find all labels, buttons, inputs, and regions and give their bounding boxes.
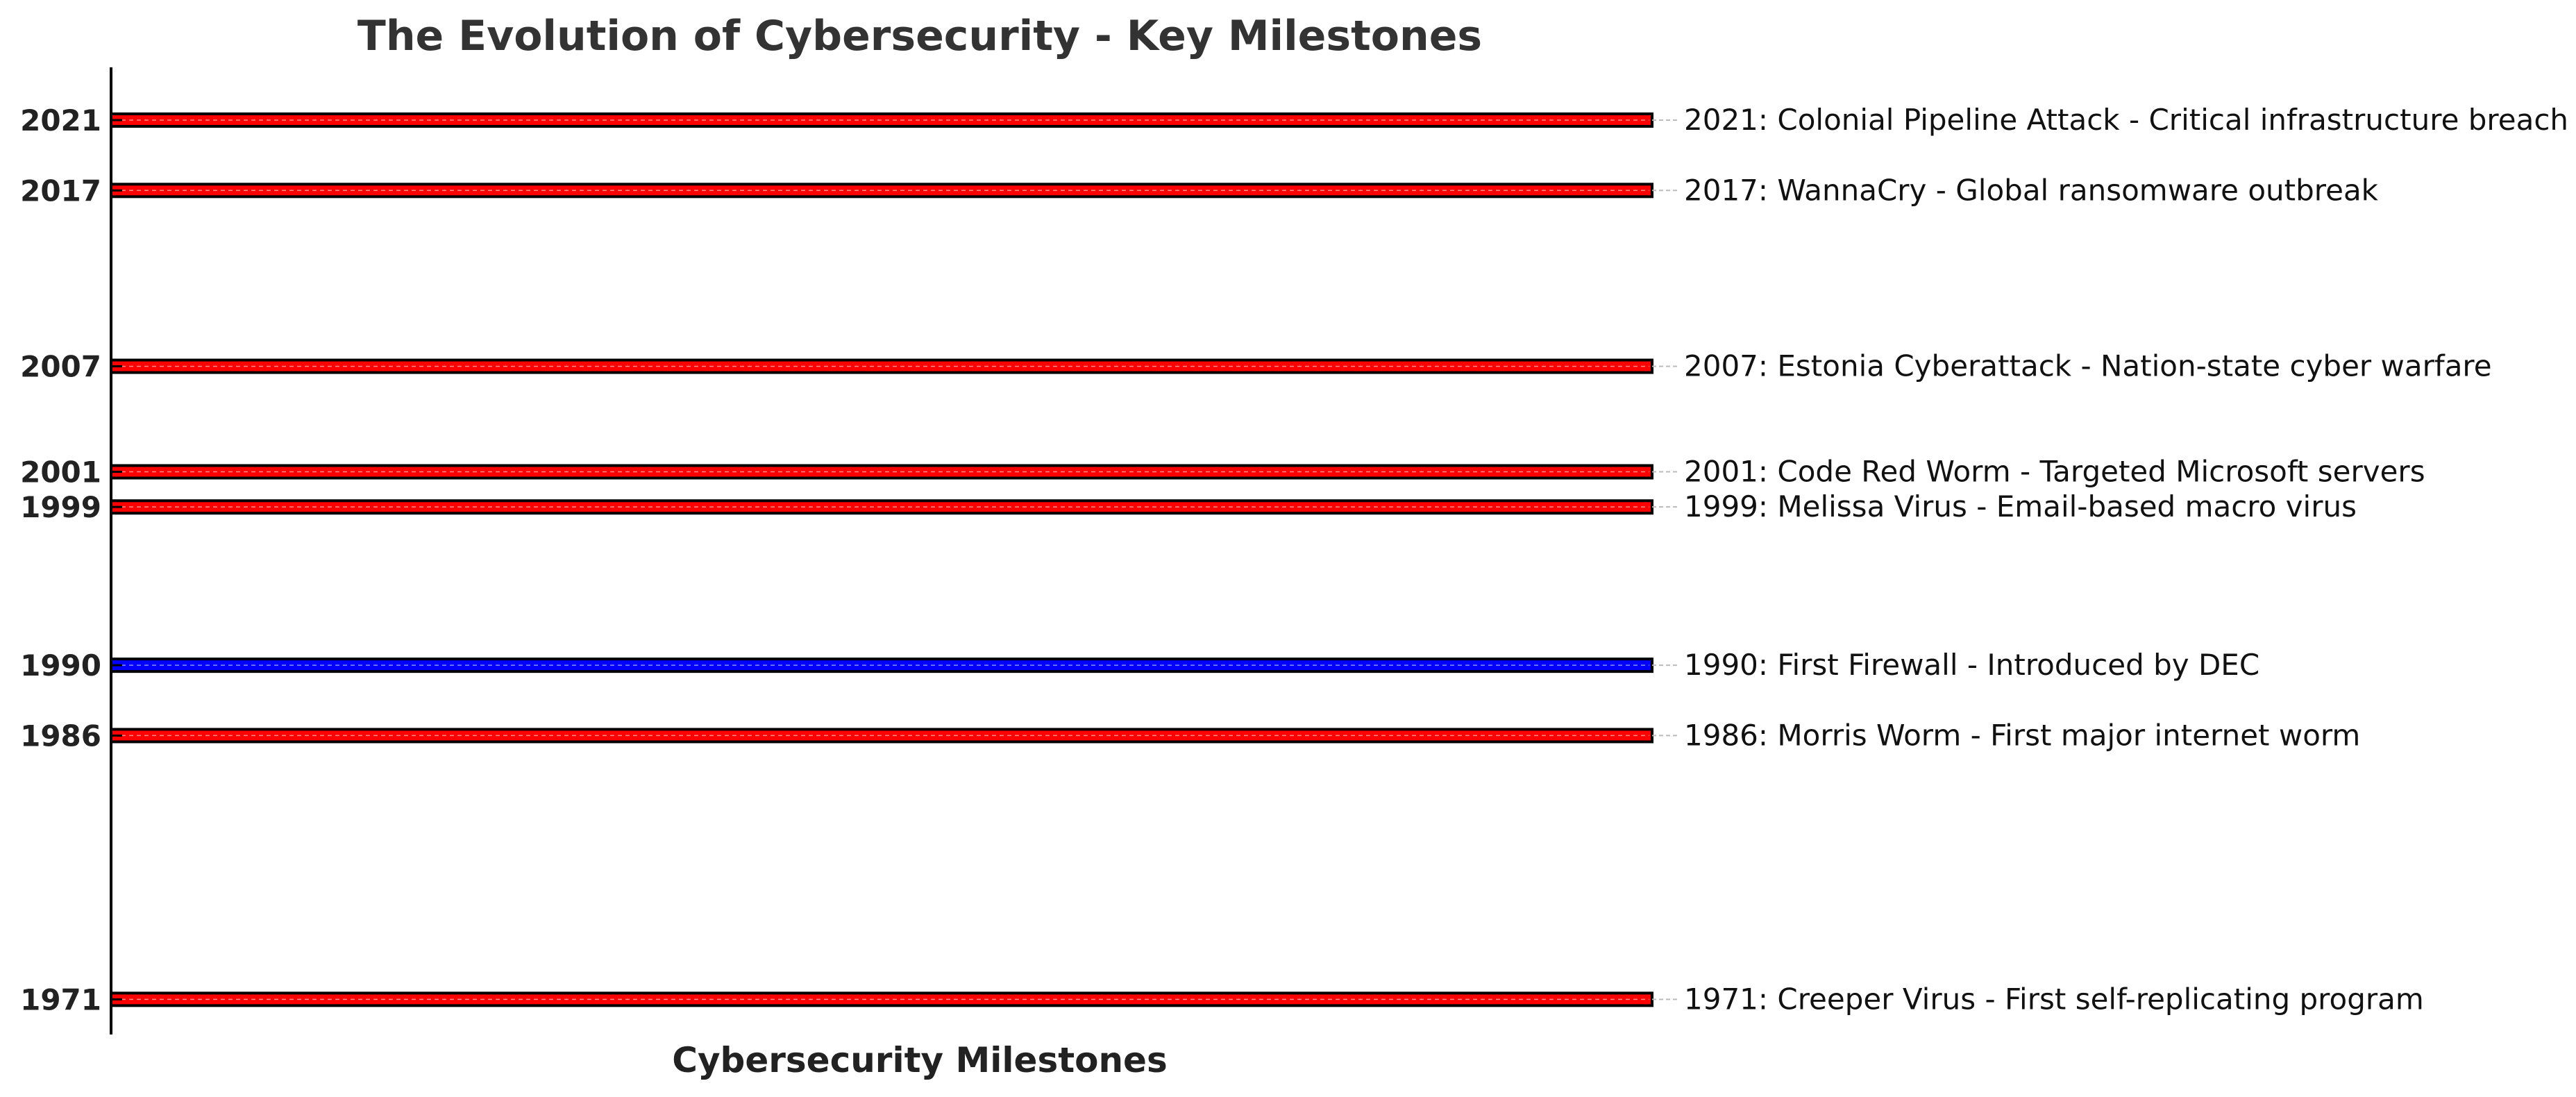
y-tick-label-1986: 1986 <box>20 719 101 753</box>
milestone-label-2017: 2017: WannaCry - Global ransomware outbr… <box>1684 173 2379 207</box>
y-tick-label-2021: 2021 <box>20 103 101 137</box>
milestone-label-1971: 1971: Creeper Virus - First self-replica… <box>1684 982 2424 1016</box>
chart-title: The Evolution of Cybersecurity - Key Mil… <box>357 12 1482 60</box>
milestone-label-1986: 1986: Morris Worm - First major internet… <box>1684 718 2360 752</box>
y-tick-label-1971: 1971 <box>20 982 101 1016</box>
milestone-label-2001: 2001: Code Red Worm - Targeted Microsoft… <box>1684 455 2425 489</box>
y-tick-label-2017: 2017 <box>20 174 101 208</box>
timeline-marks: 1971 1971: Creeper Virus - First self-rep… <box>20 103 2568 1016</box>
x-axis-label: Cybersecurity Milestones <box>672 1040 1167 1080</box>
y-tick-label-1990: 1990 <box>20 648 101 683</box>
milestone-label-2007: 2007: Estonia Cyberattack - Nation-state… <box>1684 349 2492 383</box>
milestone-label-2021: 2021: Colonial Pipeline Attack - Critica… <box>1684 103 2568 137</box>
y-tick-label-1999: 1999 <box>20 490 101 524</box>
milestone-label-1990: 1990: First Firewall - Introduced by DEC <box>1684 648 2259 682</box>
y-tick-label-2007: 2007 <box>20 350 101 384</box>
milestone-label-1999: 1999: Melissa Virus - Email-based macro … <box>1684 489 2357 524</box>
y-tick-label-2001: 2001 <box>20 455 101 489</box>
